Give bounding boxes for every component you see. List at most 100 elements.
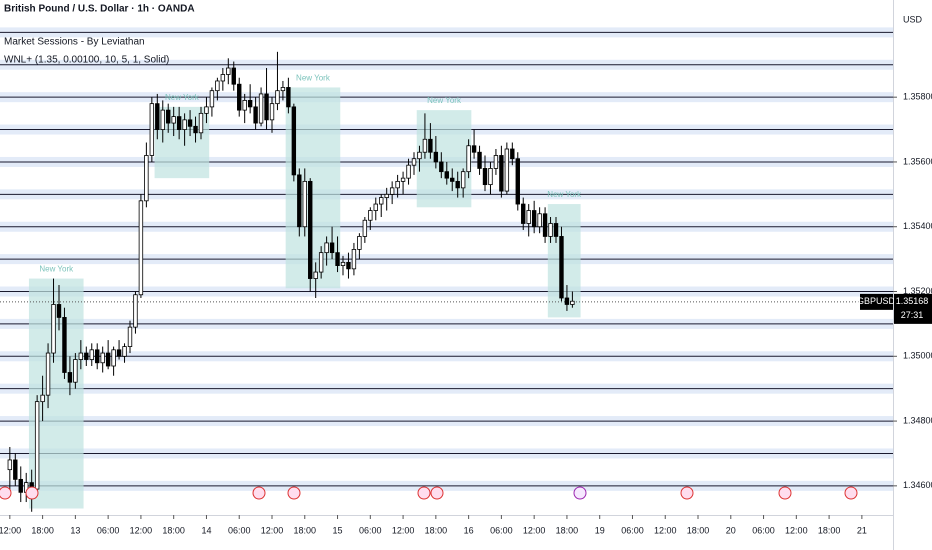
x-tick-label: 12:00 [130, 525, 153, 535]
candle-body [122, 346, 127, 357]
symbol-label: GBPUSD [857, 296, 896, 306]
x-tick-label: 18:00 [556, 525, 579, 535]
candle-body [335, 252, 340, 266]
event-icon [25, 486, 39, 500]
session-label: New York [296, 74, 331, 83]
candle-body [291, 106, 297, 176]
candle-body [100, 352, 105, 364]
candle-body [417, 151, 422, 160]
candle-body [395, 180, 400, 189]
candle-body [379, 197, 384, 205]
candle-body [111, 349, 116, 367]
candle-body [308, 180, 313, 279]
x-tick-label: 06:00 [621, 525, 644, 535]
candle-body [198, 112, 204, 134]
x-tick-label: 18:00 [294, 525, 317, 535]
candle-body [182, 119, 187, 130]
price-tag [894, 293, 932, 324]
candle-body [488, 168, 493, 186]
event-icon [680, 486, 694, 500]
candle-body [439, 161, 444, 173]
x-tick-label: 15 [333, 525, 343, 535]
x-tick-label: 19 [595, 525, 605, 535]
candle-body [78, 352, 84, 360]
session-label: New York [165, 93, 200, 102]
candle-body [340, 261, 346, 266]
candle-body [351, 249, 357, 270]
chart-title: British Pound / U.S. Dollar · 1h · OANDA [4, 4, 195, 15]
candle-body [466, 145, 471, 173]
candle-body [373, 203, 378, 211]
x-tick-label: 06:00 [228, 525, 251, 535]
x-tick-label: 18:00 [687, 525, 710, 535]
candle-body [455, 180, 460, 189]
session-label: New York [39, 265, 74, 274]
candle-body [280, 87, 286, 92]
candle-body [264, 93, 269, 121]
event-icon [252, 486, 266, 500]
candle-body [346, 261, 351, 270]
candle-body [302, 180, 307, 228]
candle-body [531, 210, 537, 228]
y-tick-label: 1.34600 [903, 480, 932, 490]
y-tick-label: 1.35400 [903, 221, 932, 231]
candle-body [89, 349, 94, 360]
indicator-label: Market Sessions - By Leviathan [4, 37, 145, 48]
x-tick-label: 06:00 [97, 525, 120, 535]
candle-body [357, 236, 362, 250]
candle-body [444, 171, 449, 179]
candle-body [460, 171, 466, 189]
candle-body [138, 200, 144, 296]
candle-body [231, 67, 236, 85]
x-tick-label: 12:00 [0, 525, 21, 535]
candle-body [515, 158, 520, 205]
x-tick-label: 16 [464, 525, 474, 535]
candle-body [537, 213, 542, 228]
candle-body [193, 125, 198, 134]
candle-body [521, 203, 526, 224]
candle-body [67, 372, 73, 383]
x-tick-label: 18:00 [31, 525, 54, 535]
candle-body [471, 145, 477, 153]
x-tick-label: 12:00 [785, 525, 808, 535]
candle-body [18, 478, 23, 493]
candle-body [7, 459, 13, 471]
x-tick-label: 12:00 [523, 525, 546, 535]
candle-body [559, 236, 564, 299]
x-tick-label: 12:00 [261, 525, 284, 535]
candle-body [73, 359, 78, 383]
candle-body [204, 106, 209, 114]
candle-body [127, 326, 133, 347]
session-box [416, 110, 472, 208]
x-tick-label: 18:00 [818, 525, 841, 535]
x-tick-label: 06:00 [752, 525, 775, 535]
candle-body [105, 352, 111, 367]
candle-body [570, 300, 575, 305]
candle-body [313, 271, 318, 279]
session-box [547, 204, 581, 318]
symbol-tag [860, 293, 893, 310]
candle-body [220, 74, 226, 82]
candle-body [62, 317, 67, 373]
candle-body [144, 155, 149, 202]
candle-body [526, 210, 531, 224]
indicator-label: WNL+ (1.35, 0.00100, 10, 5, 1, Solid) [4, 55, 169, 66]
event-icon [417, 486, 431, 500]
event-icon [778, 486, 792, 500]
candle-body [422, 138, 428, 153]
candle-body [564, 297, 570, 305]
x-tick-label: 12:00 [392, 525, 415, 535]
candle-body [258, 93, 264, 124]
event-icon [0, 486, 12, 500]
y-tick-label: 1.35800 [903, 92, 932, 102]
candle-body [389, 187, 395, 195]
event-icon [430, 486, 444, 500]
candle-body [133, 294, 138, 328]
candle-body [275, 90, 280, 105]
candle-body [116, 349, 122, 357]
candle-body [368, 210, 373, 221]
x-tick-label: 20 [726, 525, 736, 535]
candle-body [510, 148, 515, 160]
candle-body [428, 138, 433, 153]
y-tick-label: 1.35000 [903, 351, 932, 361]
